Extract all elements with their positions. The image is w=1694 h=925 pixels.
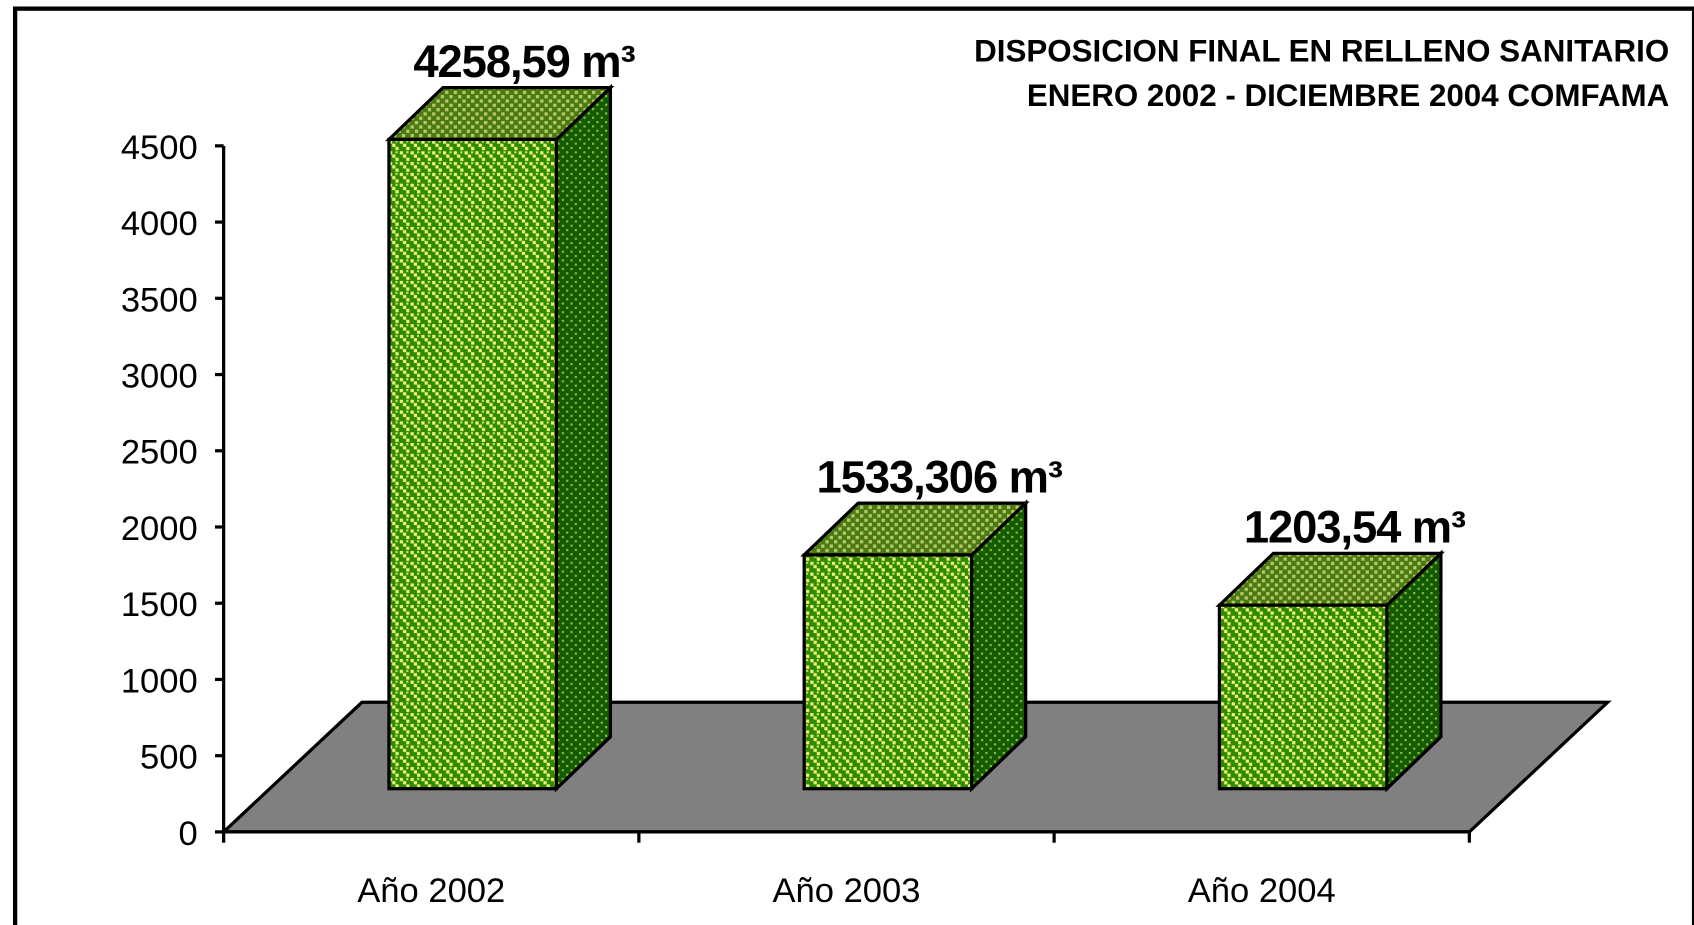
- value-label: 4258,59 m³: [413, 36, 635, 87]
- y-tick-label: 4500: [121, 129, 198, 167]
- x-tick-label: Año 2002: [357, 872, 505, 910]
- x-tick-label: Año 2004: [1188, 872, 1336, 910]
- bar-side: [554, 83, 613, 793]
- y-tick-label: 1500: [121, 586, 198, 624]
- y-tick-label: 4000: [121, 205, 198, 243]
- bar: [1217, 603, 1389, 791]
- value-label: 1533,306 m³: [817, 451, 1063, 502]
- y-tick-label: 2000: [121, 510, 198, 548]
- bar: [387, 137, 559, 791]
- y-tick-label: 500: [140, 739, 198, 777]
- y-tick-label: 3500: [121, 281, 198, 319]
- chart-subtitle: ENERO 2002 - DICIEMBRE 2004 COMFAMA: [1027, 78, 1669, 113]
- value-label: 1203,54 m³: [1244, 502, 1466, 553]
- bar: [802, 553, 974, 791]
- y-tick-label: 1000: [121, 662, 198, 700]
- x-tick-label: Año 2003: [772, 872, 920, 910]
- y-tick-label: 2500: [121, 434, 198, 472]
- plot: DISPOSICION FINAL EN RELLENO SANITARIO E…: [12, 6, 1694, 925]
- y-tick-label: 3000: [121, 358, 198, 396]
- chart-title: DISPOSICION FINAL EN RELLENO SANITARIO: [974, 34, 1669, 69]
- frame: [12, 6, 1694, 925]
- y-tick-label: 0: [178, 815, 197, 853]
